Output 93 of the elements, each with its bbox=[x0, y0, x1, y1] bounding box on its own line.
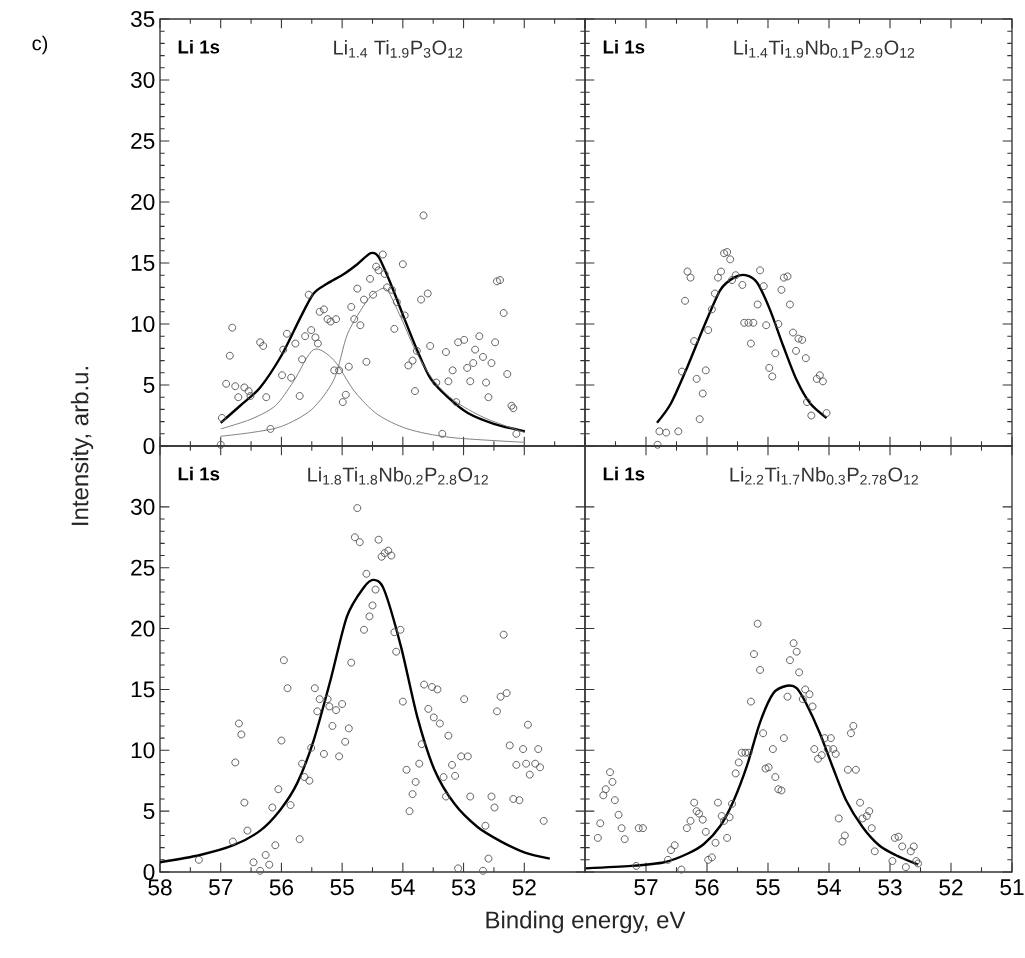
point bbox=[674, 427, 683, 436]
y-tick-label: 25 bbox=[131, 132, 155, 150]
x-tick-label: 58 bbox=[148, 879, 172, 896]
x-tick-label: 56 bbox=[695, 879, 719, 896]
x-tick-label: 55 bbox=[756, 879, 780, 896]
point bbox=[812, 374, 821, 383]
point bbox=[774, 320, 783, 328]
point bbox=[692, 374, 701, 383]
point bbox=[704, 326, 713, 335]
point bbox=[662, 428, 671, 437]
point bbox=[803, 398, 811, 407]
point bbox=[698, 389, 707, 398]
x-tick-label: 54 bbox=[391, 879, 415, 896]
point bbox=[701, 366, 710, 375]
point bbox=[756, 266, 764, 275]
point bbox=[731, 271, 740, 280]
y-tick-label: 15 bbox=[131, 681, 155, 698]
x-tick-label: 55 bbox=[330, 879, 354, 896]
point bbox=[707, 305, 716, 314]
x-tick-label: 54 bbox=[817, 879, 841, 896]
point bbox=[762, 321, 771, 330]
y-tick-label: 35 bbox=[130, 10, 155, 28]
point bbox=[798, 335, 807, 344]
point bbox=[792, 346, 800, 355]
y-tick-label: 20 bbox=[131, 620, 155, 637]
x-tick-label: 57 bbox=[209, 879, 233, 896]
point bbox=[794, 334, 803, 343]
y-tick-label: 0 bbox=[143, 863, 155, 881]
text: Li$_{2.2}$Ti$_{1.7}$Nb$_{0.3}$P$_{2.78}$O$_{12}$ bbox=[730, 466, 918, 485]
text: Li$_{1.4}$Ti$_{1.9}$Nb$_{0.1}$P$_{2.9}$O$_{12}$ bbox=[734, 40, 915, 58]
point bbox=[749, 318, 758, 327]
point bbox=[822, 409, 831, 417]
point bbox=[714, 273, 722, 282]
point bbox=[815, 371, 824, 380]
point bbox=[779, 273, 788, 282]
y-tick-label: 15 bbox=[131, 255, 155, 271]
x-tick-label: 53 bbox=[878, 879, 902, 896]
point bbox=[690, 337, 699, 346]
x-tick-label: 57 bbox=[634, 879, 658, 896]
point bbox=[783, 272, 792, 281]
line-series bbox=[158, 578, 551, 864]
point bbox=[695, 415, 704, 424]
point bbox=[771, 349, 780, 358]
point bbox=[681, 296, 689, 305]
point bbox=[717, 267, 725, 276]
text: Li 1s bbox=[603, 39, 645, 54]
x-tick-label: 52 bbox=[512, 879, 536, 896]
point bbox=[768, 372, 777, 381]
point bbox=[744, 318, 753, 327]
y-tick-label: 25 bbox=[131, 559, 155, 576]
point bbox=[740, 318, 749, 327]
text: Li 1s bbox=[178, 466, 220, 481]
y-tick-label: 30 bbox=[130, 71, 155, 89]
point bbox=[765, 363, 774, 372]
point bbox=[759, 282, 768, 291]
point bbox=[678, 367, 686, 376]
x-tick-label: 52 bbox=[939, 879, 963, 896]
point bbox=[818, 377, 827, 386]
point bbox=[653, 440, 662, 449]
y-tick-label: 5 bbox=[143, 803, 155, 820]
point bbox=[801, 354, 810, 363]
point bbox=[753, 300, 762, 309]
x-axis-title: Binding energy, eV bbox=[486, 910, 686, 934]
point bbox=[738, 281, 747, 289]
y-tick-label: 20 bbox=[131, 193, 155, 211]
line-series bbox=[219, 251, 527, 433]
text: Li 1s bbox=[603, 466, 645, 481]
point bbox=[728, 276, 736, 285]
point bbox=[777, 285, 786, 294]
text: c) bbox=[32, 35, 48, 55]
point bbox=[686, 273, 695, 282]
text: Li$_{1.4}$ Ti$_{1.9}$P$_{3}$O$_{12}$ bbox=[334, 40, 463, 58]
text: Li$_{1.8}$Ti$_{1.8}$Nb$_{0.2}$P$_{2.8}$O$_{12}$ bbox=[308, 466, 488, 485]
point bbox=[807, 411, 816, 420]
point bbox=[655, 427, 664, 436]
x-tick-label: 51 bbox=[1000, 879, 1024, 896]
x-tick-label: 56 bbox=[269, 879, 294, 896]
point bbox=[789, 328, 797, 337]
y-tick-label: 5 bbox=[143, 377, 155, 393]
text: Li 1s bbox=[178, 39, 220, 54]
y-tick-label: 0 bbox=[143, 437, 155, 455]
point bbox=[723, 248, 732, 256]
point bbox=[726, 255, 735, 264]
x-tick-label: 53 bbox=[451, 879, 476, 896]
y-tick-label: 10 bbox=[131, 315, 155, 333]
y-tick-label: 30 bbox=[130, 498, 155, 515]
y-axis-title: Intensity, arb.u. bbox=[70, 367, 94, 525]
point bbox=[683, 267, 692, 276]
point bbox=[786, 300, 794, 309]
point bbox=[720, 249, 729, 258]
point bbox=[710, 289, 719, 298]
point bbox=[746, 339, 755, 348]
y-tick-label: 10 bbox=[131, 742, 155, 759]
